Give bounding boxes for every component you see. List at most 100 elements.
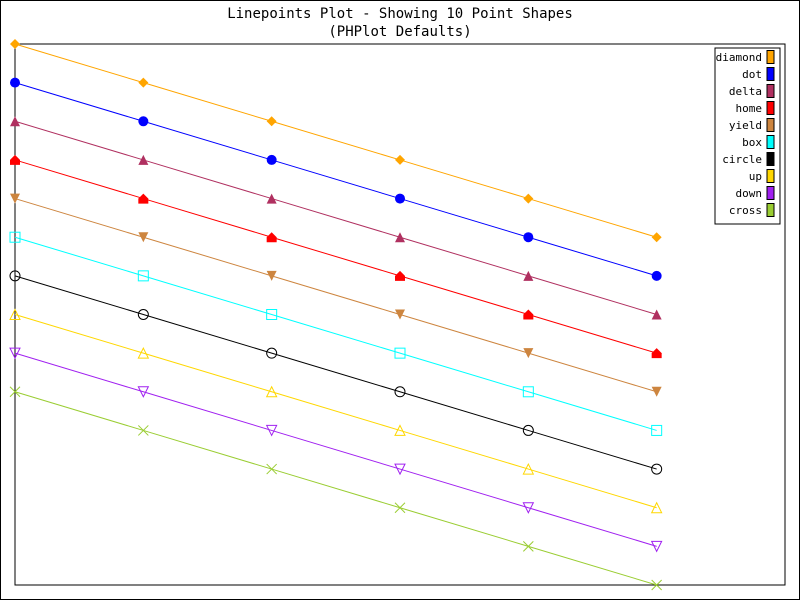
legend-label-dot: dot — [742, 68, 762, 81]
legend: diamond dot delta home yield box circle up down c… — [714, 47, 781, 225]
series-line-home — [14, 159, 657, 354]
series-line-box — [14, 236, 657, 431]
point-cross — [522, 541, 534, 552]
point-dot — [395, 193, 405, 204]
point-circle — [651, 463, 663, 475]
series-diamond — [10, 39, 662, 243]
legend-label-cross: cross — [729, 204, 762, 217]
point-diamond — [523, 193, 534, 204]
point-circle — [9, 270, 21, 282]
legend-swatch-delta — [766, 84, 775, 98]
series-line-cross — [14, 391, 657, 586]
point-circle — [137, 309, 149, 320]
point-cross — [137, 425, 149, 436]
point-yield — [266, 270, 277, 281]
point-delta — [138, 154, 149, 165]
legend-swatch-circle — [766, 152, 775, 166]
series-up — [9, 308, 663, 514]
point-diamond — [10, 39, 20, 49]
series-line-up — [14, 314, 657, 509]
point-up — [650, 501, 663, 514]
point-yield — [10, 193, 20, 204]
point-cross — [651, 579, 663, 591]
point-home — [10, 154, 20, 165]
legend-swatch-down — [766, 186, 775, 200]
point-down — [650, 540, 663, 553]
point-up — [137, 347, 150, 359]
point-box — [651, 424, 663, 436]
point-box — [394, 347, 406, 359]
point-yield — [395, 309, 405, 320]
point-delta — [10, 116, 20, 127]
point-circle — [394, 386, 406, 398]
series-line-down — [14, 352, 657, 547]
series-delta — [10, 116, 662, 320]
point-diamond — [395, 154, 405, 165]
legend-label-delta: delta — [729, 85, 762, 98]
point-down — [394, 463, 406, 476]
series-down — [9, 347, 663, 553]
point-up — [394, 424, 406, 436]
point-delta — [395, 232, 405, 243]
series-cross — [9, 386, 663, 591]
point-up — [9, 308, 21, 320]
legend-swatch-diamond — [766, 50, 775, 64]
point-circle — [522, 424, 534, 436]
legend-label-diamond: diamond — [716, 51, 762, 64]
point-diamond — [651, 232, 662, 243]
point-up — [522, 462, 535, 475]
series-line-delta — [14, 120, 657, 315]
series-yield — [10, 193, 662, 397]
point-up — [265, 385, 278, 398]
legend-label-up: up — [749, 170, 762, 183]
legend-label-circle: circle — [722, 153, 762, 166]
point-down — [265, 424, 278, 437]
point-box — [137, 270, 149, 282]
point-yield — [523, 348, 534, 359]
legend-label-home: home — [736, 102, 763, 115]
point-home — [138, 193, 149, 204]
point-home — [651, 348, 662, 359]
point-home — [266, 232, 277, 243]
point-cross — [9, 386, 21, 398]
point-cross — [394, 502, 406, 514]
legend-swatch-dot — [766, 67, 775, 81]
series-line-diamond — [14, 43, 657, 238]
point-delta — [266, 193, 277, 204]
legend-label-down: down — [736, 187, 763, 200]
series-line-circle — [14, 275, 657, 470]
point-dot — [138, 116, 149, 127]
point-box — [9, 231, 21, 243]
legend-swatch-home — [766, 101, 775, 115]
point-delta — [651, 309, 662, 320]
legend-label-yield: yield — [729, 119, 762, 132]
series-line-dot — [14, 82, 657, 277]
point-box — [522, 386, 534, 398]
point-down — [522, 502, 535, 514]
point-dot — [266, 154, 277, 165]
point-box — [266, 309, 278, 320]
point-down — [137, 386, 150, 398]
point-diamond — [138, 77, 149, 88]
point-dot — [523, 232, 534, 243]
point-cross — [266, 463, 278, 475]
legend-swatch-cross — [766, 203, 775, 217]
legend-swatch-yield — [766, 118, 775, 132]
point-yield — [651, 386, 662, 397]
series-line-yield — [14, 198, 657, 393]
series-home — [10, 154, 662, 359]
point-yield — [138, 232, 149, 243]
legend-label-box: box — [742, 136, 762, 149]
series-dot — [10, 77, 662, 281]
series-box — [9, 231, 663, 436]
point-diamond — [266, 116, 277, 127]
point-home — [395, 270, 405, 281]
point-circle — [266, 347, 278, 359]
point-down — [9, 347, 21, 360]
chart-title: Linepoints Plot - Showing 10 Point Shape… — [227, 6, 573, 40]
legend-swatch-box — [766, 135, 775, 149]
point-home — [523, 309, 534, 320]
point-delta — [523, 270, 534, 281]
point-dot — [10, 77, 20, 88]
